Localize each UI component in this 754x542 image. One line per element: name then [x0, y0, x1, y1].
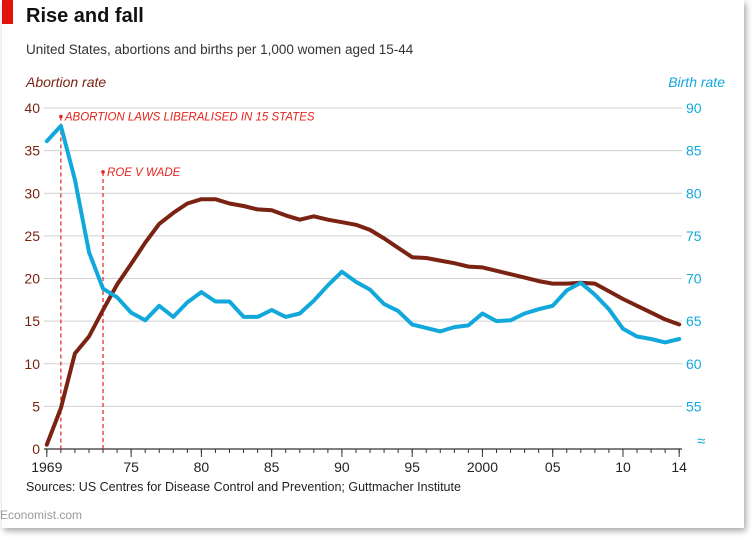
x-tick-label: 80 [194, 459, 210, 475]
right-tick-label: 85 [686, 143, 702, 159]
x-tick-label: 90 [334, 459, 350, 475]
x-tick-label: 14 [671, 459, 687, 475]
source-note: Sources: US Centres for Disease Control … [26, 480, 461, 494]
right-tick-label: 60 [686, 356, 702, 372]
right-tick-label: 65 [686, 313, 702, 329]
abortion-rate-line [44, 197, 682, 447]
chart-subtitle: United States, abortions and births per … [26, 42, 414, 57]
chart-card [2, 0, 744, 528]
annotation-dot [59, 114, 63, 119]
right-tick-label: 55 [686, 398, 702, 414]
x-tick-label: 85 [264, 459, 280, 475]
axis-break-marker: ≈ [697, 433, 705, 450]
annotation-dot [101, 170, 105, 174]
right-tick-label: 90 [686, 100, 702, 116]
brand-red-tab [2, 0, 13, 24]
right-tick-label: 70 [686, 271, 702, 287]
x-tick-label: 2000 [467, 459, 498, 475]
x-tick-label: 10 [615, 459, 631, 475]
left-tick-label: 35 [24, 143, 40, 159]
annotation-label: ABORTION LAWS LIBERALISED IN 15 STATES [64, 112, 315, 124]
x-tick-label: 75 [123, 459, 139, 475]
birth-rate-line [44, 123, 682, 345]
left-tick-label: 30 [24, 185, 40, 201]
annotation-label: ROE V WADE [107, 167, 181, 179]
left-axis-label: Abortion rate [26, 74, 107, 90]
left-tick-label: 25 [24, 228, 40, 244]
left-tick-label: 10 [24, 356, 40, 372]
left-tick-label: 20 [24, 271, 40, 287]
brand-watermark: Economist.com [0, 508, 83, 522]
x-tick-label: 95 [404, 459, 420, 475]
right-axis-label: Birth rate [668, 74, 725, 90]
x-tick-label: 05 [545, 459, 561, 475]
x-tick-label: 1969 [31, 459, 62, 475]
chart-title: Rise and fall [26, 5, 144, 27]
left-tick-label: 15 [24, 313, 40, 329]
left-tick-label: 40 [24, 100, 40, 116]
left-tick-label: 0 [32, 441, 40, 457]
right-tick-label: 80 [686, 185, 702, 201]
left-tick-label: 5 [32, 398, 40, 414]
right-tick-label: 75 [686, 228, 702, 244]
